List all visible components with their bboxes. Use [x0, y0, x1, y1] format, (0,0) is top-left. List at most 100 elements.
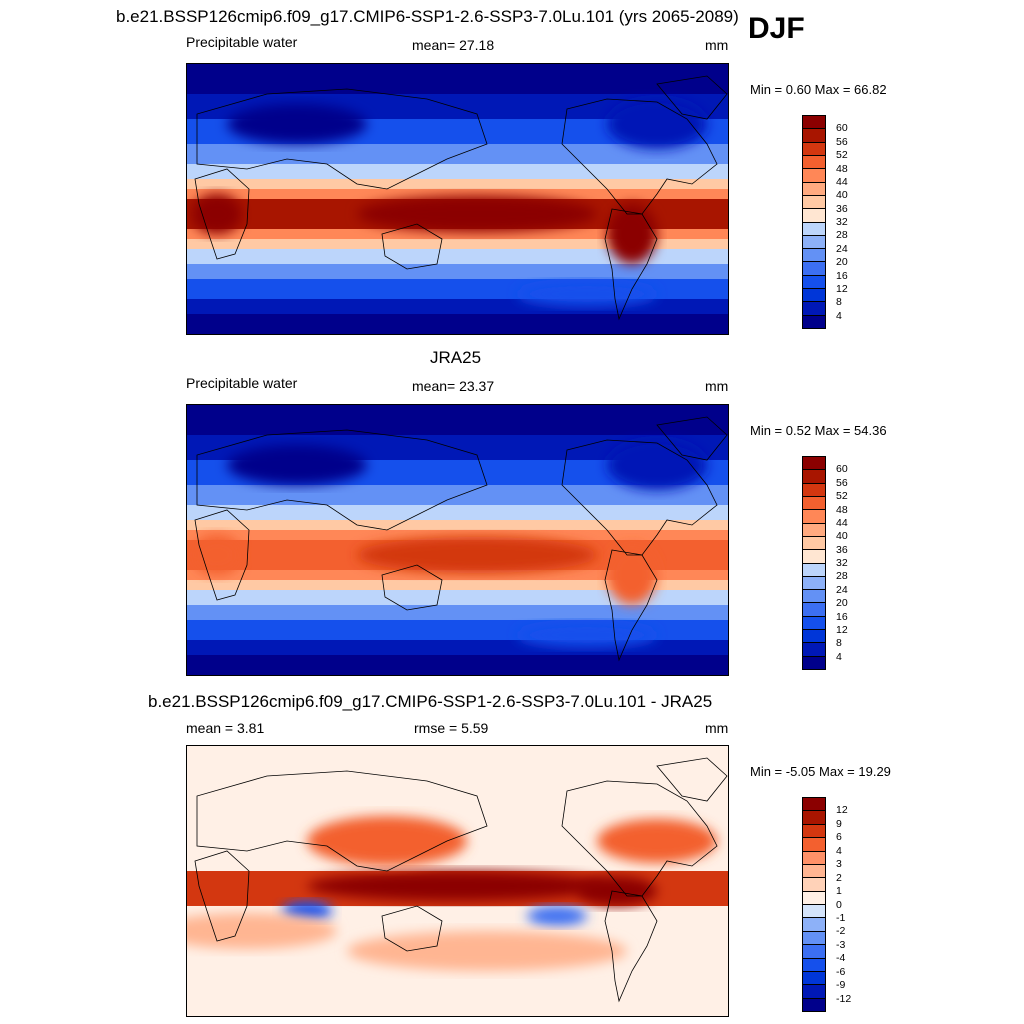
moisture-band [187, 655, 728, 675]
panel-mean-obs: mean= 23.37 [412, 378, 495, 394]
south-tongue [517, 623, 657, 647]
coastline [196, 88, 488, 190]
colorbar-swatch [803, 509, 825, 523]
colorbar-diff [802, 797, 826, 1012]
colorbar-tick-label: 60 [836, 463, 848, 476]
colorbar-tick-label: 12 [836, 282, 848, 295]
moisture-band [187, 530, 728, 540]
eurasia-dry [227, 104, 367, 144]
colorbar-swatch [803, 917, 825, 931]
colorbar-swatch [803, 890, 825, 904]
moisture-band [187, 505, 728, 520]
congo-moist [192, 535, 242, 575]
colorbar-tick-label: 16 [836, 610, 848, 623]
colorbar-swatch [803, 469, 825, 483]
panel-mean-diff: mean = 3.81 [186, 720, 265, 736]
colorbar-tick-label: 44 [836, 175, 848, 188]
colorbar-tick-label: -1 [836, 911, 846, 924]
colorbar-swatch [803, 629, 825, 643]
colorbar-swatch [803, 837, 825, 851]
coastline [194, 509, 250, 601]
colorbar-tick-label: 56 [836, 135, 848, 148]
colorbar-tick-label: 40 [836, 530, 848, 543]
colorbar-swatch [803, 314, 825, 328]
colorbar-swatch [803, 602, 825, 616]
colorbar-tick-label: 32 [836, 216, 848, 228]
colorbar-swatch [803, 457, 825, 470]
coastline [194, 168, 250, 260]
southern-band [347, 931, 627, 971]
colorbar-tick-label: 48 [836, 162, 848, 175]
colorbar-tick-label: 4 [836, 650, 842, 663]
coastline [656, 416, 728, 461]
colorbar-swatch [803, 221, 825, 235]
colorbar-tick-label: 8 [836, 296, 842, 309]
colorbar-swatch [803, 248, 825, 262]
moisture-band [187, 299, 728, 314]
moisture-band [187, 229, 728, 239]
moisture-band [187, 314, 728, 334]
colorbar-swatch [803, 116, 825, 129]
colorbar-tick-label: -3 [836, 938, 846, 951]
colorbar-tick-label: 12 [836, 623, 848, 636]
colorbar-swatch [803, 930, 825, 945]
moisture-band [187, 249, 728, 264]
colorbar-swatch [803, 154, 825, 169]
colorbar-tick-label: 12 [836, 804, 848, 817]
panel-variable-obs: Precipitable water [186, 375, 298, 391]
tropical-bias-core [307, 871, 607, 901]
congo-moist [192, 194, 242, 234]
moisture-band [187, 64, 728, 94]
colorbar-tick-label: 24 [836, 242, 848, 255]
moisture-band [187, 264, 728, 279]
coastline [196, 429, 488, 531]
colorbar-swatch [803, 482, 825, 496]
colorbar-tick-label: 4 [836, 844, 842, 857]
panel-minmax-diff: Min = -5.05 Max = 19.29 [750, 764, 891, 779]
colorbar-tick-label: 3 [836, 858, 842, 871]
colorbar-tick-label: 4 [836, 309, 842, 322]
map-obs [186, 404, 729, 676]
amazon-moist [607, 204, 657, 264]
colorbar-swatch [803, 168, 825, 182]
colorbar-tick-label: 44 [836, 516, 848, 529]
moisture-band [187, 605, 728, 620]
panel-variable-model: Precipitable water [186, 34, 298, 50]
amazon-moist [607, 545, 657, 605]
colorbar-tick-label: 52 [836, 149, 848, 162]
colorbar-tick-label: -12 [836, 992, 852, 1005]
moisture-band [187, 520, 728, 530]
warm-pool [357, 196, 597, 232]
colorbar-tick-label: 16 [836, 269, 848, 282]
colorbar-swatch [803, 957, 825, 971]
colorbar-tick-label: 60 [836, 122, 848, 135]
colorbar-tick-label: -2 [836, 925, 846, 938]
moisture-band [187, 144, 728, 164]
colorbar-swatch [803, 823, 825, 838]
colorbar-tick-label: 48 [836, 503, 848, 516]
na-dry [607, 440, 707, 490]
colorbar-swatch [803, 194, 825, 209]
coastline [604, 549, 658, 662]
colorbar-tick-label: 8 [836, 637, 842, 650]
moisture-band [187, 570, 728, 580]
colorbar-swatch [803, 288, 825, 302]
colorbar-model [802, 115, 826, 329]
colorbar-swatch [803, 984, 825, 998]
colorbar-swatch [803, 575, 825, 590]
colorbar-swatch [803, 495, 825, 510]
colorbar-tick-label: 0 [836, 898, 842, 911]
coastline [561, 439, 718, 556]
panel-units-model: mm [705, 37, 729, 53]
colorbar-tick-label: 20 [836, 256, 848, 269]
se-pacific-negative [527, 906, 587, 926]
colorbar-swatch [803, 877, 825, 891]
colorbar-tick-label: -6 [836, 965, 846, 978]
colorbar-swatch [803, 589, 825, 603]
coastline [561, 780, 718, 897]
moisture-band [187, 189, 728, 199]
moisture-band [187, 164, 728, 179]
colorbar-tick-label: 24 [836, 583, 848, 596]
colorbar-tick-label: 1 [836, 885, 842, 898]
coastline [656, 75, 728, 120]
